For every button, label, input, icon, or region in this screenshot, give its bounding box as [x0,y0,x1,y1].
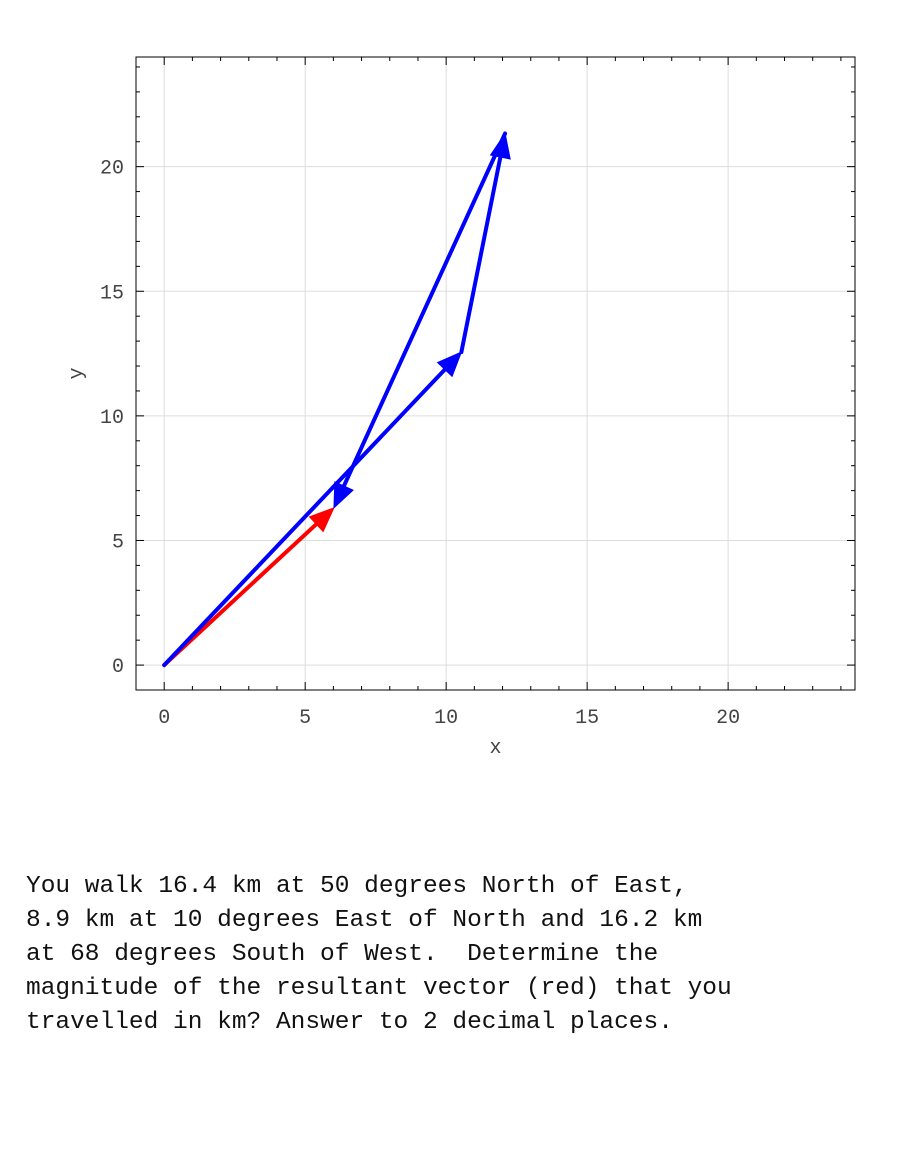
displacement-vector [162,351,463,668]
vector-shaft [162,364,450,668]
y-axis-label: y [66,367,89,379]
tick-marks [135,57,855,691]
y-tick-label: 5 [112,531,124,554]
x-tick-label: 20 [716,707,740,730]
tick-labels: 0 5 10 15 20 0 5 10 15 20 [100,158,740,730]
y-tick-label: 15 [100,282,124,305]
x-tick-label: 10 [434,707,458,730]
x-axis-label: x [489,737,501,760]
resultant-vector [162,506,335,668]
question-line: 8.9 km at 10 degrees East of North and 1… [26,907,703,934]
question-text: You walk 16.4 km at 50 degrees North of … [26,870,886,1040]
vector-shaft [459,151,504,355]
arrow-head [436,351,463,378]
y-tick-label: 0 [112,656,124,679]
x-tick-label: 0 [158,707,170,730]
grid-lines [136,57,855,690]
arrow-head [308,506,335,533]
x-tick-label: 5 [299,707,311,730]
arrow-head [333,481,354,510]
question-line: travelled in km? Answer to 2 decimal pla… [26,1009,673,1036]
y-tick-label: 10 [100,407,124,430]
question-line: at 68 degrees South of West. Determine t… [26,941,659,968]
vector-chart: 0 5 10 15 20 0 5 10 15 20 x y [66,56,856,760]
x-tick-label: 15 [575,707,599,730]
y-tick-label: 20 [100,158,124,181]
plot-frame [135,56,856,691]
question-line: You walk 16.4 km at 50 degrees North of … [26,873,688,900]
vector-shaft [340,131,508,492]
displacement-vector [333,131,508,510]
vectors [162,131,511,668]
vector-shaft [162,519,322,668]
question-line: magnitude of the resultant vector (red) … [26,975,732,1002]
